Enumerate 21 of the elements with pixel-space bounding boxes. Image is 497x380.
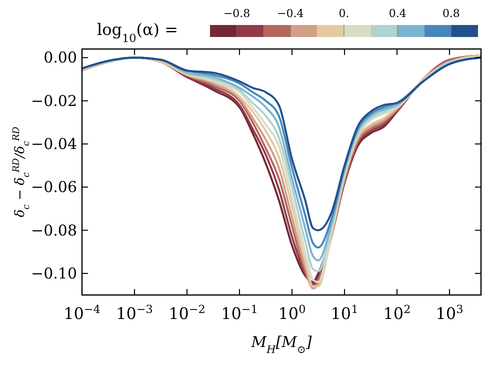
- color-bar-label: 0.: [338, 7, 350, 20]
- color-bar-label: −0.4: [277, 7, 304, 20]
- y-tick-label: −0.10: [31, 264, 77, 282]
- y-tick-label: −0.08: [31, 221, 77, 240]
- color-bar-label: −0.8: [223, 7, 250, 20]
- x-tick-label: 10$^{1}$: [330, 302, 358, 323]
- x-tick-label: 10$^{0}$: [278, 302, 306, 323]
- x-tick-label: 10$^{3}$: [436, 302, 464, 323]
- y-tick-label: −0.02: [31, 92, 77, 110]
- x-tick-label: 10$^{2}$: [383, 302, 411, 323]
- color-bar-label: 0.4: [388, 7, 406, 20]
- x-tick-label: 10$^{−1}$: [221, 302, 258, 323]
- y-tick-label: −0.06: [31, 178, 77, 196]
- x-tick-label: 10$^{−3}$: [116, 302, 153, 323]
- y-tick-label: 0.00: [44, 48, 77, 67]
- x-axis-title: M$_{H}$[M$_{⊙}$]: [250, 333, 312, 356]
- y-tick-label: −0.04: [31, 134, 77, 153]
- color-bar-label: 0.8: [442, 7, 460, 20]
- x-tick-label: 10$^{−4}$: [64, 302, 100, 323]
- x-tick-label: 10$^{−2}$: [168, 302, 206, 323]
- legend-title: log$_{10}$(α) =: [96, 20, 178, 44]
